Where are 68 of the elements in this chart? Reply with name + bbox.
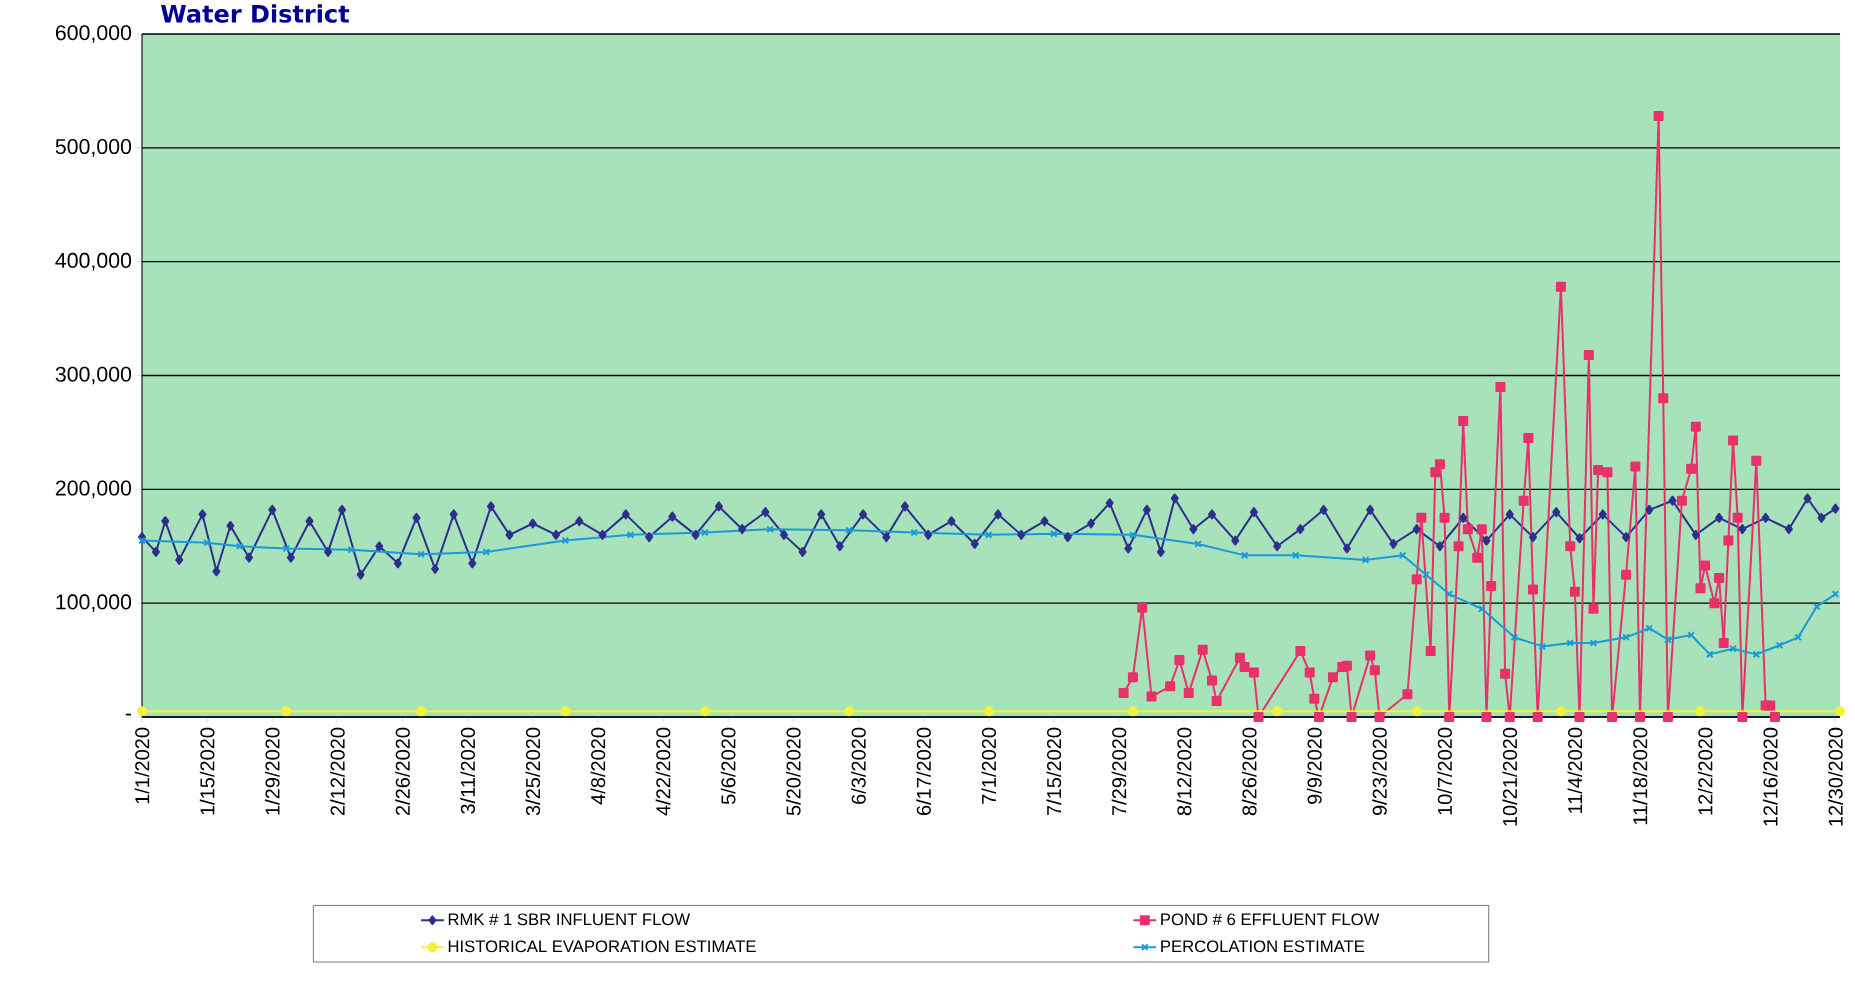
x-tick-label: 4/22/2020 [655, 727, 671, 816]
x-tick-label: 2/12/2020 [330, 727, 345, 816]
point [1835, 706, 1846, 717]
y-tick-label: 500,000 [55, 139, 132, 157]
point [1510, 633, 1519, 642]
x-tick-label: 4/8/2020 [590, 727, 606, 805]
x-tick-label: 1/15/2020 [199, 727, 215, 815]
x-tick-label: 2/26/2020 [395, 727, 410, 816]
y-tick-label: 600,000 [55, 25, 132, 43]
y-tick-label: 200,000 [55, 480, 132, 499]
point [282, 544, 291, 553]
point [983, 706, 994, 717]
point [1272, 706, 1283, 717]
x-tick-label: 3/25/2020 [525, 727, 541, 816]
x-tick-label: 7/15/2020 [1046, 727, 1062, 815]
y-tick-label: 400,000 [55, 252, 132, 271]
x-tick-label: 10/21/2020 [1502, 727, 1518, 826]
point [137, 706, 148, 717]
x-tick-label: 8/12/2020 [1176, 727, 1192, 816]
x-tick-label: 3/11/2020 [460, 727, 475, 814]
x-tick-label: 9/9/2020 [1307, 727, 1322, 804]
y-tick-label: - [125, 713, 131, 716]
point [1411, 706, 1422, 717]
point [281, 706, 292, 717]
point [416, 706, 427, 717]
x-tick-label: 9/23/2020 [1372, 727, 1387, 816]
x-tick-label: 8/26/2020 [1241, 727, 1257, 816]
point [1538, 642, 1547, 651]
x-tick-label: 12/16/2020 [1762, 727, 1778, 826]
point [844, 706, 855, 717]
point [560, 706, 571, 717]
x-tick-label: 5/6/2020 [720, 727, 736, 805]
point [561, 536, 570, 545]
x-tick-label: 1/1/2020 [134, 727, 150, 804]
point [1361, 556, 1370, 564]
point [1812, 602, 1821, 611]
x-tick-label: 7/1/2020 [981, 727, 997, 804]
point [1752, 650, 1761, 659]
point [1729, 644, 1737, 653]
x-tick-label: 10/7/2020 [1437, 727, 1452, 815]
x-tick-label: 5/20/2020 [785, 727, 801, 816]
point [347, 545, 356, 554]
point [910, 528, 919, 537]
x-tick-label: 12/2/2020 [1697, 727, 1713, 815]
point [1705, 650, 1714, 659]
x-tick-label: 11/18/2020 [1632, 727, 1648, 825]
x-tick-label: 1/29/2020 [264, 727, 280, 815]
chart-title: Water District [160, 4, 350, 23]
legend-label: RMK # 1 SBR INFLUENT FLOW [448, 913, 691, 926]
legend-label: POND # 6 EFFLUENT FLOW [1161, 913, 1380, 926]
point [1695, 706, 1706, 717]
x-tick-label: 6/3/2020 [851, 727, 866, 804]
legend-label: HISTORICAL EVAPORATION ESTIMATE [448, 940, 756, 953]
point [1291, 551, 1300, 560]
x-tick-label: 12/30/2020 [1828, 727, 1843, 826]
point [626, 531, 635, 539]
point [699, 706, 710, 717]
point [1775, 641, 1784, 650]
point [1127, 706, 1138, 717]
x-tick-label: 11/4/2020 [1567, 727, 1583, 814]
legend-label: PERCOLATION ESTIMATE [1161, 940, 1365, 953]
point [1240, 551, 1249, 560]
x-tick-label: 6/17/2020 [916, 727, 931, 815]
y-tick-label: 300,000 [55, 366, 132, 385]
y-tick-label: 100,000 [56, 594, 132, 612]
x-tick-label: 7/29/2020 [1111, 727, 1127, 815]
point [1555, 706, 1566, 717]
point [1398, 551, 1407, 560]
